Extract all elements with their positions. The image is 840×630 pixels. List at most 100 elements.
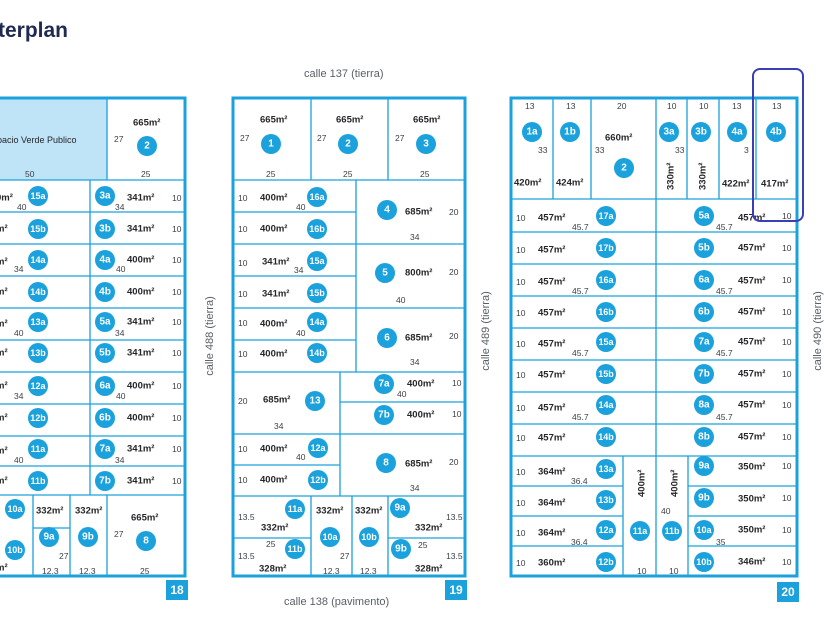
- lot-badge[interactable]: 1a: [522, 122, 542, 142]
- lot-badge[interactable]: 6: [377, 328, 397, 348]
- lot-badge[interactable]: 12b: [28, 408, 48, 428]
- lot-badge[interactable]: 14b: [596, 427, 616, 447]
- lot-badge[interactable]: 15b: [307, 283, 327, 303]
- lot-badge[interactable]: 12a: [308, 438, 328, 458]
- lot-badge[interactable]: 3b: [691, 122, 711, 142]
- lot-badge[interactable]: 14b: [307, 343, 327, 363]
- lot-badge[interactable]: 11b: [28, 471, 48, 491]
- lot-badge[interactable]: 4a: [727, 122, 747, 142]
- svg-text:341m²: 341m²: [262, 289, 289, 300]
- lot-badge[interactable]: 7a: [374, 374, 394, 394]
- lot-badge[interactable]: 4a: [95, 250, 115, 270]
- lot-badge[interactable]: 8a: [694, 395, 714, 415]
- lot-badge[interactable]: 13b: [28, 343, 48, 363]
- lot-badge[interactable]: 17a: [596, 206, 616, 226]
- lot-badge[interactable]: 16b: [596, 302, 616, 322]
- lot-badge[interactable]: 9a: [39, 527, 59, 547]
- svg-text:3a: 3a: [663, 127, 675, 138]
- lot-badge[interactable]: 7a: [694, 332, 714, 352]
- lot-badge[interactable]: 16b: [307, 219, 327, 239]
- svg-text:12.3: 12.3: [42, 566, 59, 576]
- lot-badge[interactable]: 5: [375, 263, 395, 283]
- lot-badge[interactable]: 6b: [694, 302, 714, 322]
- lot-badge[interactable]: 11a: [285, 499, 305, 519]
- lot-badge[interactable]: 15b: [28, 219, 48, 239]
- lot-badge[interactable]: 12b: [308, 470, 328, 490]
- lot-badge[interactable]: 15b: [596, 364, 616, 384]
- lot-badge[interactable]: 13a: [596, 459, 616, 479]
- lot-badge[interactable]: 9b: [694, 488, 714, 508]
- page-title: terplan: [0, 19, 69, 42]
- svg-text:10: 10: [782, 307, 792, 317]
- lot-badge[interactable]: 3: [416, 134, 436, 154]
- svg-text:12a: 12a: [30, 381, 46, 391]
- lot-badge[interactable]: 11b: [662, 521, 682, 541]
- svg-text:3a: 3a: [99, 191, 111, 202]
- lot-badge[interactable]: 15a: [307, 251, 327, 271]
- lot-badge[interactable]: 7a: [95, 439, 115, 459]
- lot-badge[interactable]: 2: [137, 136, 157, 156]
- svg-text:16a: 16a: [309, 192, 325, 202]
- lot-badge[interactable]: 6a: [694, 270, 714, 290]
- lot-badge[interactable]: 12b: [596, 552, 616, 572]
- lot-badge[interactable]: 15a: [596, 332, 616, 352]
- lot-badge[interactable]: 11b: [285, 539, 305, 559]
- lot-badge[interactable]: 14b: [28, 282, 48, 302]
- lot-badge[interactable]: 9b: [78, 527, 98, 547]
- lot-badge[interactable]: 17b: [596, 238, 616, 258]
- svg-text:400m²: 400m²: [260, 475, 287, 486]
- lot-badge[interactable]: 1: [261, 134, 281, 154]
- lot-badge[interactable]: 12a: [28, 376, 48, 396]
- lot-badge[interactable]: 11a: [28, 439, 48, 459]
- lot-badge[interactable]: 4b: [95, 282, 115, 302]
- lot-badge[interactable]: 14a: [596, 395, 616, 415]
- svg-text:332m²: 332m²: [316, 506, 343, 517]
- svg-text:8: 8: [143, 536, 149, 547]
- lot-badge[interactable]: 13: [305, 391, 325, 411]
- svg-text:12b: 12b: [30, 413, 46, 423]
- lot-badge[interactable]: 10b: [5, 540, 25, 560]
- lot-badge[interactable]: 8b: [694, 427, 714, 447]
- lot-badge[interactable]: 8: [136, 531, 156, 551]
- lot-badge[interactable]: 10a: [694, 520, 714, 540]
- lot-badge[interactable]: 9b: [391, 539, 411, 559]
- lot-badge[interactable]: 3a: [659, 122, 679, 142]
- lot-badge[interactable]: 10b: [359, 527, 379, 547]
- lot-badge[interactable]: 8: [376, 453, 396, 473]
- lot-badge[interactable]: 6a: [95, 376, 115, 396]
- svg-text:25: 25: [266, 539, 276, 549]
- lot-badge[interactable]: 1b: [560, 122, 580, 142]
- svg-text:15a: 15a: [30, 191, 46, 201]
- lot-badge[interactable]: 13a: [28, 312, 48, 332]
- lot-badge[interactable]: 4: [377, 200, 397, 220]
- lot-badge[interactable]: 16a: [596, 270, 616, 290]
- lot-badge[interactable]: 15a: [28, 186, 48, 206]
- lot-badge-highlighted[interactable]: 4b: [766, 122, 786, 142]
- lot-badge[interactable]: 10a: [5, 499, 25, 519]
- lot-badge[interactable]: 10a: [320, 527, 340, 547]
- lot-badge[interactable]: 6b: [95, 408, 115, 428]
- svg-text:34: 34: [115, 328, 125, 338]
- lot-badge[interactable]: 3a: [95, 186, 115, 206]
- lot-badge[interactable]: 9a: [694, 456, 714, 476]
- svg-text:12b: 12b: [310, 475, 326, 485]
- lot-badge[interactable]: 5a: [694, 206, 714, 226]
- lot-badge[interactable]: 13b: [596, 490, 616, 510]
- lot-badge[interactable]: 2: [614, 158, 634, 178]
- svg-text:332m²: 332m²: [36, 506, 63, 517]
- lot-badge[interactable]: 16a: [307, 187, 327, 207]
- lot-badge[interactable]: 3b: [95, 219, 115, 239]
- lot-badge[interactable]: 14a: [307, 312, 327, 332]
- lot-badge[interactable]: 12a: [596, 520, 616, 540]
- lot-badge[interactable]: 5a: [95, 312, 115, 332]
- lot-badge[interactable]: 9a: [390, 498, 410, 518]
- lot-badge[interactable]: 7b: [95, 471, 115, 491]
- lot-badge[interactable]: 5b: [95, 343, 115, 363]
- lot-badge[interactable]: 2: [338, 134, 358, 154]
- lot-badge[interactable]: 7b: [374, 405, 394, 425]
- lot-badge[interactable]: 14a: [28, 250, 48, 270]
- lot-badge[interactable]: 10b: [694, 552, 714, 572]
- lot-badge[interactable]: 7b: [694, 364, 714, 384]
- lot-badge[interactable]: 5b: [694, 238, 714, 258]
- lot-badge[interactable]: 11a: [630, 521, 650, 541]
